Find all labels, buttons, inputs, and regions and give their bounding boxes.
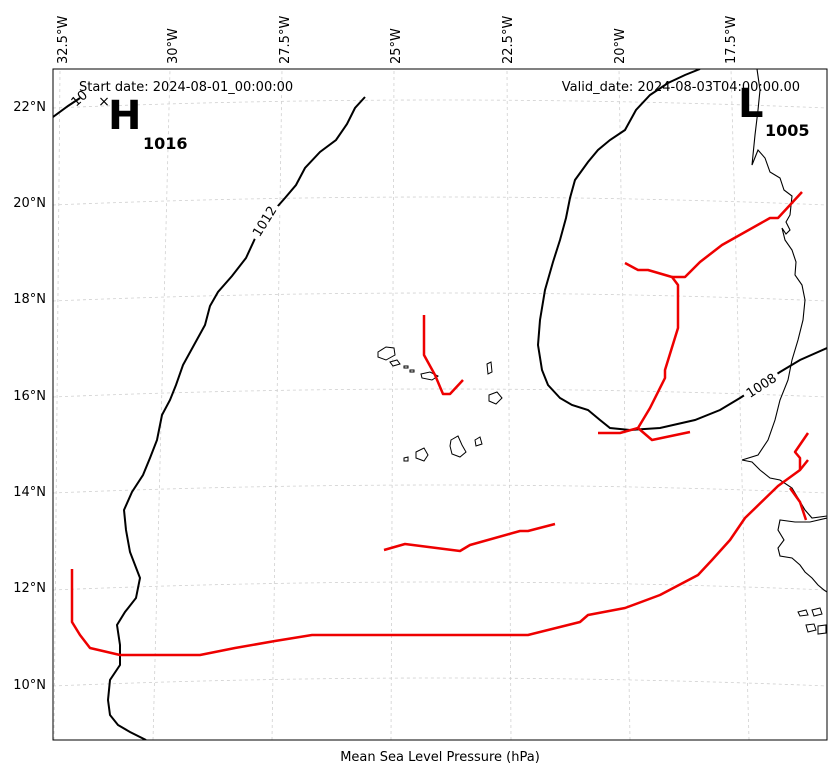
lon-label-22-5w: 22.5°W	[501, 16, 516, 64]
grid-line-lat-20	[53, 196, 827, 206]
lat-label-16n: 16°N	[13, 389, 46, 404]
lon-label-32-5w: 32.5°W	[56, 16, 71, 64]
grid-line-lon-22-5	[506, 69, 512, 740]
grid-line-lat-18	[53, 292, 827, 302]
grid-line-lon-27-5	[271, 69, 283, 740]
coastline-africa	[741, 69, 827, 519]
grid-line-lon-17-5	[730, 69, 750, 740]
start-date-label: Start date: 2024-08-01_00:00:00	[79, 80, 293, 95]
map-xlabel: Mean Sea Level Pressure (hPa)	[340, 750, 540, 765]
high-center-pressure: 1016	[143, 134, 188, 153]
grid-line-lon-20	[618, 69, 631, 740]
lon-label-25w: 25°W	[389, 28, 404, 64]
grid-line-lat-22	[53, 99, 827, 109]
isobar-lines	[53, 69, 827, 740]
grid-line-lon-32-5	[53, 69, 61, 740]
grid-line-lat-12	[53, 581, 827, 591]
front-line-south-branch	[793, 432, 810, 470]
grid-line-lat-10	[53, 677, 827, 687]
isobar-label-halos	[245, 199, 783, 404]
front-line-mid	[383, 522, 556, 553]
isobar-1016-line	[53, 97, 81, 118]
longitude-labels: 32.5°W 30°W 27.5°W 25°W 22.5°W 20°W 17.5…	[56, 16, 739, 64]
front-line-east-branch	[637, 427, 691, 442]
front-line-northeast	[672, 191, 803, 279]
low-center-pressure: 1005	[765, 121, 810, 140]
high-center-letter: H	[108, 93, 141, 139]
lon-label-17-5w: 17.5°W	[724, 16, 739, 64]
low-center-letter: L	[738, 81, 764, 127]
grid-line-lat-14	[53, 484, 827, 494]
front-line-east	[598, 261, 680, 435]
isobar-1008-line	[536, 69, 827, 432]
latitude-labels: 22°N 20°N 18°N 16°N 14°N 12°N 10°N	[13, 100, 46, 693]
lat-label-10n: 10°N	[13, 678, 46, 693]
graticule	[53, 69, 827, 740]
bijagos-islands	[797, 607, 827, 635]
lat-label-12n: 12°N	[13, 581, 46, 596]
grid-line-lon-25	[390, 69, 395, 740]
lat-label-22n: 22°N	[13, 100, 46, 115]
front-line-cape-verde	[422, 315, 464, 396]
valid-date-label: Valid_date: 2024-08-03T04:00:00.00	[562, 80, 800, 95]
high-center-marker-icon: ×	[98, 94, 110, 110]
isobar-1012-line	[106, 96, 366, 740]
lat-label-14n: 14°N	[13, 485, 46, 500]
grid-line-lat-16	[53, 388, 827, 398]
front-lines	[70, 191, 810, 657]
map-frame	[52, 68, 828, 741]
lat-label-20n: 20°N	[13, 196, 46, 211]
grid-line-lon-30	[152, 69, 171, 740]
lon-label-20w: 20°W	[613, 28, 628, 64]
lat-label-18n: 18°N	[13, 292, 46, 307]
cape-verde-islands	[377, 346, 503, 462]
lon-label-27-5w: 27.5°W	[278, 16, 293, 64]
coastline-gambia-guinea	[777, 517, 827, 593]
front-line-south-tail	[788, 487, 808, 521]
front-line-south	[70, 459, 809, 657]
lon-label-30w: 30°W	[166, 28, 181, 64]
